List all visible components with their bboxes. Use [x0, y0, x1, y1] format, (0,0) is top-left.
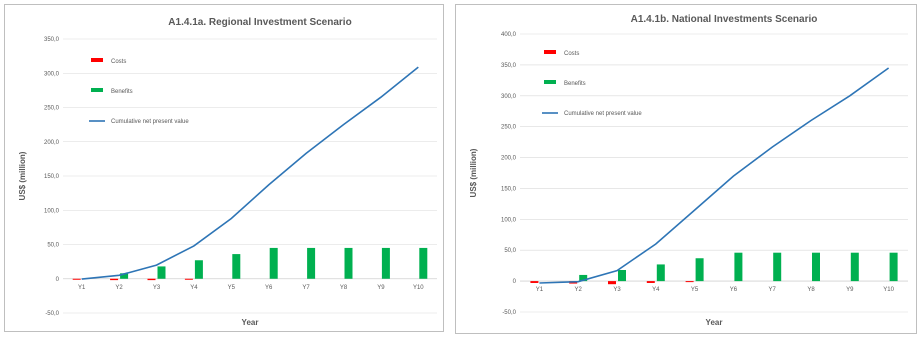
legend-label-benefits: Benefits	[111, 89, 133, 95]
y-tick-label: 400,0	[501, 32, 517, 38]
x-tick-label: Y2	[575, 287, 583, 293]
cost-bar	[147, 278, 156, 281]
benefit-bar	[344, 247, 353, 279]
cost-bar	[110, 278, 119, 281]
y-tick-label: 250,0	[501, 125, 517, 131]
cost-bar	[608, 281, 616, 285]
y-axis-label: US$ (million)	[469, 148, 478, 197]
y-tick-label: 50,0	[504, 248, 516, 254]
benefit-bar	[850, 252, 859, 282]
y-tick-label: 350,0	[501, 63, 517, 69]
cost-bar	[646, 281, 655, 283]
chart-regional-investment: A1.4.1a. Regional Investment Scenario -50…	[18, 17, 437, 327]
chart-title: A1.4.1b. National Investments Scenario	[631, 14, 818, 25]
chart-national-investments: A1.4.1b. National Investments Scenario -5…	[469, 14, 908, 327]
cumulative-npv-line	[539, 67, 890, 284]
benefit-bar	[618, 269, 626, 282]
benefit-bar	[889, 252, 898, 282]
y-tick-label: 100,0	[501, 217, 517, 223]
legend-label-cumulative: Cumulative net present value	[564, 111, 642, 117]
benefit-bar	[656, 264, 665, 282]
x-tick-label: Y5	[228, 285, 236, 291]
x-tick-label: Y6	[265, 285, 273, 291]
legend-swatch-benefits	[91, 88, 103, 92]
cost-bar	[685, 281, 694, 283]
legend-swatch-benefits	[544, 80, 556, 84]
x-tick-label: Y4	[190, 285, 198, 291]
x-tick-label: Y3	[153, 285, 161, 291]
x-tick-label: Y10	[413, 285, 424, 291]
benefit-bar	[419, 247, 428, 279]
y-tick-label: 250,0	[44, 106, 60, 112]
y-tick-label: 150,0	[44, 174, 60, 180]
legend-swatch-costs	[544, 50, 556, 54]
y-tick-label: 200,0	[44, 140, 60, 146]
y-tick-label: 200,0	[501, 156, 517, 162]
cumulative-npv-line	[81, 66, 419, 280]
x-tick-label: Y9	[377, 285, 385, 291]
y-tick-label: -50,0	[502, 310, 516, 316]
cost-bar	[184, 278, 193, 280]
y-tick-label: 300,0	[501, 94, 517, 100]
benefit-bar	[812, 252, 820, 282]
benefit-bar	[194, 260, 203, 279]
y-tick-label: 50,0	[47, 243, 59, 249]
benefit-bar	[381, 247, 390, 279]
y-tick-label: 150,0	[501, 186, 517, 192]
cost-bar	[530, 281, 539, 283]
x-tick-label: Y7	[769, 287, 777, 293]
benefit-bar	[579, 274, 588, 282]
y-tick-label: 0	[56, 277, 60, 283]
x-tick-label: Y6	[730, 287, 738, 293]
benefit-bar	[120, 273, 129, 279]
x-tick-label: Y9	[846, 287, 854, 293]
benefit-bar	[269, 247, 278, 279]
legend-swatch-costs	[91, 58, 103, 62]
x-tick-label: Y10	[883, 287, 894, 293]
x-tick-label: Y5	[691, 287, 699, 293]
x-tick-label: Y2	[115, 285, 123, 291]
y-tick-label: 0	[513, 279, 517, 285]
x-tick-label: Y1	[78, 285, 86, 291]
legend-label-costs: Costs	[111, 59, 126, 65]
y-tick-label: -50,0	[45, 311, 59, 317]
x-tick-label: Y8	[807, 287, 815, 293]
x-axis-label: Year	[706, 318, 723, 327]
x-tick-label: Y8	[340, 285, 348, 291]
benefit-bar	[773, 252, 782, 282]
x-tick-label: Y4	[652, 287, 660, 293]
benefit-bar	[157, 266, 166, 279]
chart-panel-national: A1.4.1b. National Investments Scenario -5…	[455, 4, 917, 334]
x-tick-label: Y3	[613, 287, 621, 293]
y-axis-label: US$ (million)	[18, 151, 27, 200]
y-tick-label: 300,0	[44, 71, 60, 77]
legend-label-benefits: Benefits	[564, 81, 586, 87]
benefit-bar	[307, 247, 316, 279]
x-axis-label: Year	[242, 318, 259, 327]
chart-title: A1.4.1a. Regional Investment Scenario	[168, 17, 351, 28]
legend-label-costs: Costs	[564, 51, 579, 57]
x-tick-label: Y1	[536, 287, 544, 293]
x-tick-label: Y7	[302, 285, 310, 291]
y-tick-label: 350,0	[44, 37, 60, 43]
legend-label-cumulative: Cumulative net present value	[111, 119, 189, 125]
benefit-bar	[734, 252, 743, 282]
benefit-bar	[695, 258, 704, 282]
y-tick-label: 100,0	[44, 208, 60, 214]
cost-bar	[72, 278, 81, 280]
benefit-bar	[232, 254, 241, 279]
chart-panel-regional: A1.4.1a. Regional Investment Scenario -50…	[4, 4, 444, 332]
